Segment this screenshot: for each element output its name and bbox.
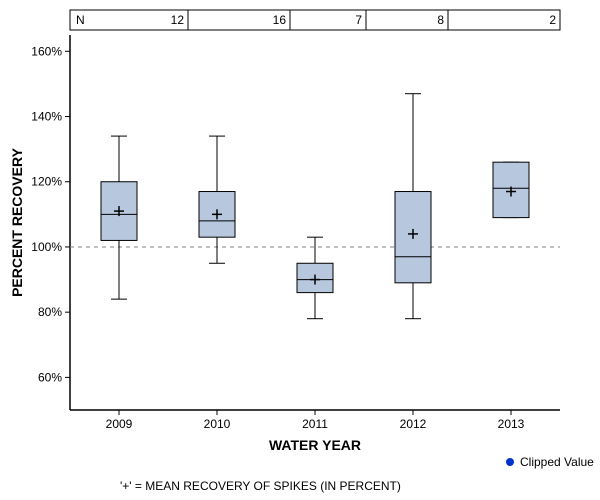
box-2010 bbox=[199, 136, 235, 263]
y-tick-label: 60% bbox=[38, 370, 62, 384]
x-tick-label: 2013 bbox=[498, 417, 525, 431]
box-2012 bbox=[395, 94, 431, 319]
x-tick-label: 2012 bbox=[400, 417, 427, 431]
y-axis-title: PERCENT RECOVERY bbox=[9, 147, 25, 297]
x-tick-label: 2010 bbox=[204, 417, 231, 431]
y-tick-label: 160% bbox=[31, 44, 62, 58]
box-2009 bbox=[101, 136, 137, 299]
n-count: 7 bbox=[355, 13, 362, 27]
boxplot-chart: N 12 16 7 8 2 60% 80% 100% 120% 140% 160% PERCENT RE… bbox=[0, 0, 600, 500]
x-axis-title: WATER YEAR bbox=[269, 437, 361, 453]
legend-marker-icon bbox=[506, 458, 514, 466]
n-header-label: N bbox=[76, 13, 85, 27]
y-tick-label: 120% bbox=[31, 175, 62, 189]
n-header-box bbox=[70, 10, 560, 30]
n-count: 8 bbox=[437, 13, 444, 27]
box-2011 bbox=[297, 237, 333, 319]
x-tick-label: 2011 bbox=[302, 417, 328, 431]
footnote-text: '+' = MEAN RECOVERY OF SPIKES (IN PERCEN… bbox=[120, 479, 401, 493]
n-count: 2 bbox=[549, 13, 556, 27]
y-tick-label: 80% bbox=[38, 305, 62, 319]
box-2013 bbox=[493, 162, 529, 217]
n-count: 12 bbox=[171, 13, 185, 27]
chart-svg: N 12 16 7 8 2 60% 80% 100% 120% 140% 160% PERCENT RE… bbox=[0, 0, 600, 500]
n-count: 16 bbox=[273, 13, 287, 27]
y-tick-label: 100% bbox=[31, 240, 62, 254]
x-tick-label: 2009 bbox=[106, 417, 133, 431]
y-tick-label: 140% bbox=[31, 110, 62, 124]
legend-label: Clipped Value bbox=[520, 455, 594, 469]
